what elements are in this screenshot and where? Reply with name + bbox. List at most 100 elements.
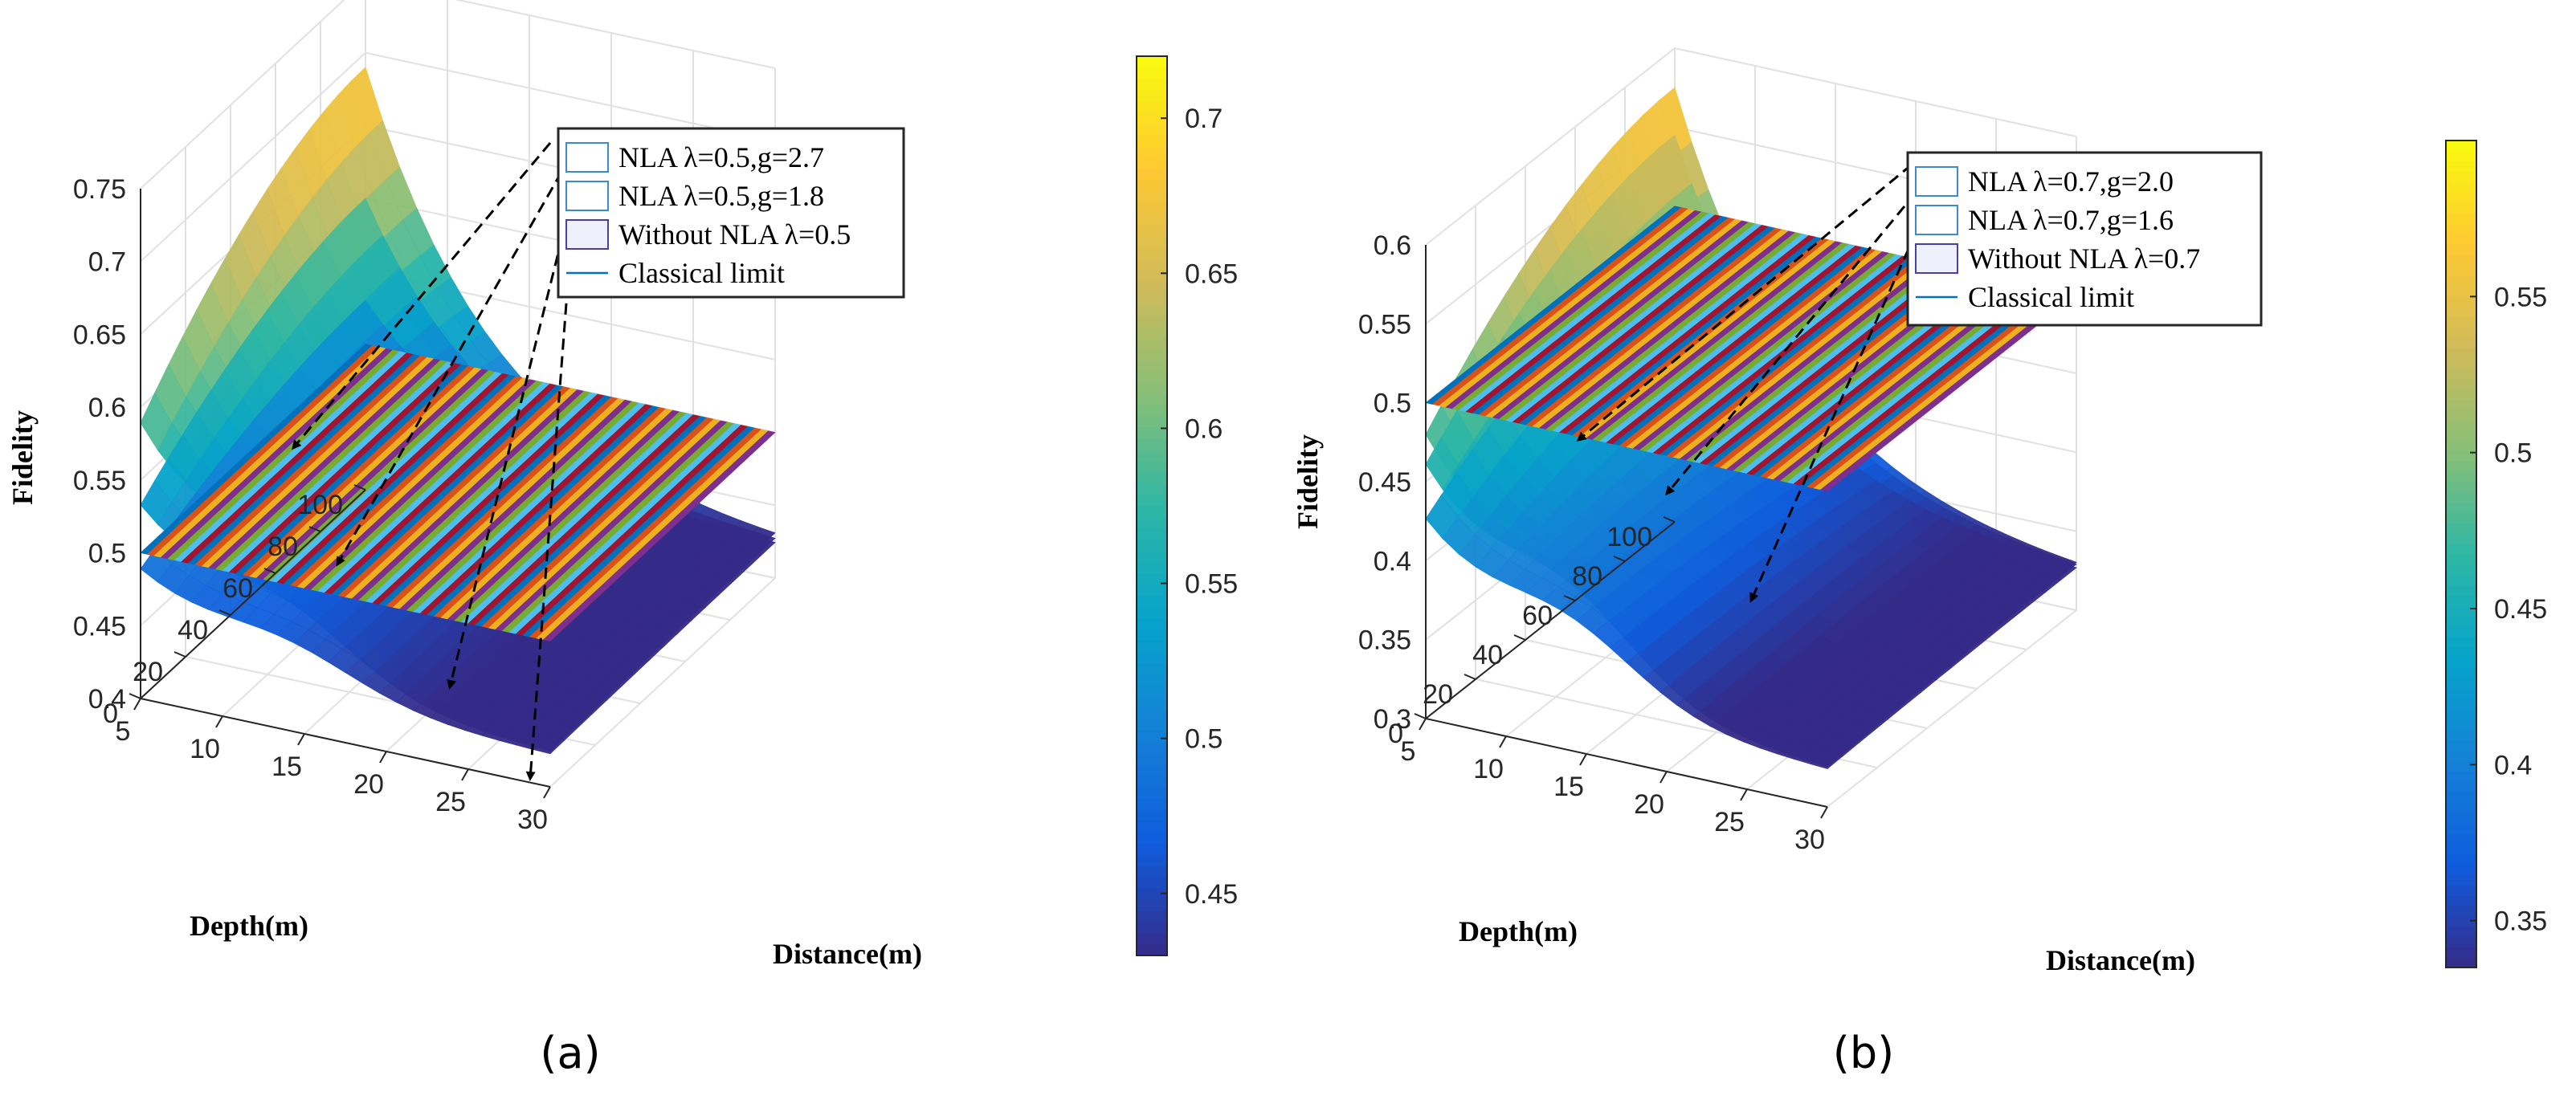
colorbar-step (1137, 326, 1167, 338)
colorbar-step (1137, 877, 1167, 889)
colorbar-step (2446, 264, 2476, 276)
x-tick-label: 15 (1553, 772, 1584, 802)
legend-entry: NLA λ=0.7,g=1.6 (1968, 204, 2174, 236)
colorbar-step (2446, 141, 2476, 152)
colorbar-step (2446, 336, 2476, 348)
colorbar-step (1137, 79, 1167, 91)
x-tick-label: 5 (116, 716, 131, 747)
annotation-arrows (292, 142, 572, 781)
colorbar-step (1137, 416, 1167, 428)
colorbar-step (1137, 506, 1167, 518)
colorbar-step (1137, 731, 1167, 743)
z-tick-label: 0.3 (1374, 704, 1411, 735)
colorbar-step (2446, 843, 2476, 855)
colorbar-step (2446, 616, 2476, 627)
colorbar-step (1137, 585, 1167, 597)
colorbar-step (1137, 225, 1167, 237)
colorbar-step (1137, 450, 1167, 462)
colorbar-step (2446, 874, 2476, 886)
colorbar: 0.45 0.5 0.55 0.6 0.65 0.7 (1136, 55, 1238, 956)
colorbar-step (2446, 398, 2476, 410)
colorbar-step (2446, 947, 2476, 958)
colorbar-step (2446, 440, 2476, 452)
colorbar-step (2446, 564, 2476, 576)
legend-entry: NLA λ=0.5,g=2.7 (618, 141, 824, 173)
colorbar-step (1137, 90, 1167, 102)
colorbar-step (2446, 812, 2476, 824)
legend-entry: Without NLA λ=0.7 (1968, 242, 2200, 275)
colorbar-step (1137, 933, 1167, 945)
colorbar-step (1137, 236, 1167, 248)
legend-entry: Without NLA λ=0.5 (618, 218, 851, 251)
colorbar-step (2446, 544, 2476, 555)
y-tick (263, 568, 276, 574)
colorbar-step (2446, 637, 2476, 648)
y-tick-label: 100 (1606, 522, 1652, 552)
axes: 0.4 0.45 0.5 0.55 0.6 0.65 0.7 0.75 5 10 15 20 25 30 0… (6, 174, 922, 970)
colorbar-step (1137, 169, 1167, 181)
colorbar-tick-label: 0.6 (1185, 413, 1223, 444)
x-axis-label: Distance(m) (2046, 944, 2195, 976)
colorbar-step (2446, 915, 2476, 927)
colorbar-tick-label: 0.55 (1185, 569, 1238, 600)
colorbar-step (1137, 483, 1167, 495)
legend-patch-swatch (1915, 205, 1958, 235)
annotation-arrow (292, 142, 552, 450)
x-tick (1499, 735, 1507, 748)
y-axis-line (1425, 521, 1676, 719)
colorbar-step (1137, 360, 1167, 372)
y-tick-label: 20 (133, 657, 163, 687)
colorbar-step (2446, 760, 2476, 772)
colorbar-step (1137, 202, 1167, 214)
colorbar-step (2446, 409, 2476, 421)
surface-patch (1425, 436, 1459, 491)
colorbar-step (2446, 491, 2476, 503)
colorbar-step (1137, 540, 1167, 552)
x-tick (461, 768, 469, 781)
colorbar-step (2446, 533, 2476, 544)
colorbar-step (2446, 719, 2476, 731)
y-tick-label: 40 (1472, 640, 1503, 670)
colorbar-tick-label: 0.35 (2494, 906, 2547, 937)
colorbar-step (1137, 315, 1167, 327)
colorbar-step (2446, 739, 2476, 752)
y-tick-label: 60 (1522, 601, 1553, 631)
colorbar-step (1137, 292, 1167, 304)
colorbar-step (1137, 596, 1167, 608)
x-tick-label: 20 (1634, 789, 1664, 820)
legend-box (1906, 151, 2263, 327)
colorbar-step (1137, 146, 1167, 158)
colorbar-tick-label: 0.5 (2494, 438, 2532, 469)
colorbar-tick-label: 0.45 (1185, 879, 1238, 910)
annotation-arrow (1576, 163, 1913, 442)
classical-limit-plane (140, 344, 776, 642)
colorbar-step (2446, 378, 2476, 389)
colorbar-step (2446, 822, 2476, 834)
colorbar-step (2446, 585, 2476, 597)
colorbar-step (2446, 161, 2476, 173)
colorbar-step (2446, 306, 2476, 317)
x-tick-label: 5 (1401, 736, 1416, 767)
y-tick-label: 100 (297, 490, 343, 520)
colorbar-step (1137, 405, 1167, 417)
colorbar-step (2446, 389, 2476, 400)
colorbar-step (1137, 303, 1167, 316)
y-tick (1563, 595, 1576, 601)
y-tick (1414, 713, 1427, 719)
colorbar-step (2446, 657, 2476, 669)
colorbar-step (2446, 709, 2476, 720)
colorbar-step (2446, 347, 2476, 359)
x-tick (297, 733, 305, 746)
colorbar-step (1137, 281, 1167, 293)
gridline-z (140, 0, 776, 189)
colorbar-step (1137, 641, 1167, 653)
x-tick-label: 30 (517, 805, 548, 835)
colorbar-tick-label: 0.55 (2494, 282, 2547, 312)
colorbar-frame (1136, 55, 1168, 956)
colorbar-step (2446, 502, 2476, 514)
z-tick-label: 0.6 (88, 393, 126, 423)
z-tick-label: 0.55 (73, 466, 126, 496)
y-tick (218, 609, 231, 616)
annotation-arrows (1576, 163, 1917, 603)
colorbar-step (1137, 697, 1167, 709)
